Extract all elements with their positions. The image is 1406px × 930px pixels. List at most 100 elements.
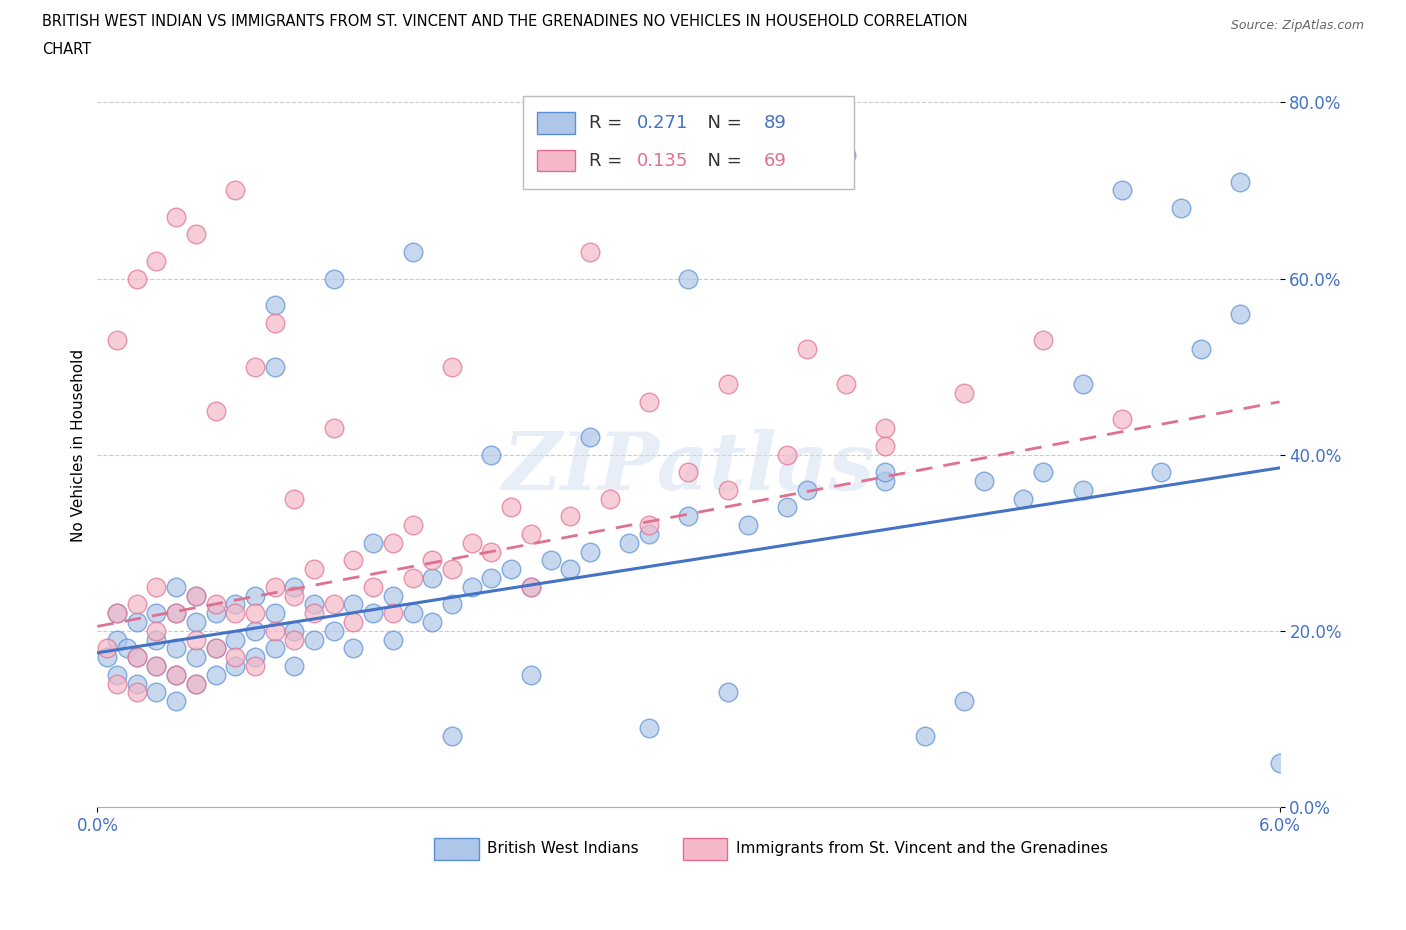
Point <box>560 509 582 524</box>
Point <box>973 473 995 488</box>
Point <box>1111 412 1133 427</box>
Point <box>204 641 226 656</box>
Point <box>1189 341 1212 356</box>
Point <box>204 605 226 620</box>
Point <box>875 473 897 488</box>
Point <box>776 447 799 462</box>
Point <box>875 465 897 480</box>
Point <box>361 579 384 594</box>
Point <box>105 676 128 691</box>
Point <box>283 623 305 638</box>
Point <box>342 615 364 630</box>
Point <box>165 605 187 620</box>
Point <box>243 359 266 374</box>
Point <box>1268 755 1291 770</box>
Point <box>165 641 187 656</box>
Point <box>125 271 148 286</box>
Point <box>678 271 700 286</box>
Point <box>322 623 344 638</box>
Point <box>678 465 700 480</box>
Point <box>520 579 543 594</box>
Y-axis label: No Vehicles in Household: No Vehicles in Household <box>72 350 86 542</box>
Point <box>619 536 641 551</box>
Point <box>717 685 740 700</box>
Point <box>638 720 661 735</box>
Point <box>165 579 187 594</box>
Point <box>1150 465 1173 480</box>
Point <box>401 570 423 585</box>
Point <box>204 597 226 612</box>
Point <box>302 562 325 577</box>
Point <box>184 632 207 647</box>
Point <box>875 420 897 435</box>
Point <box>263 315 285 330</box>
Point <box>165 668 187 683</box>
Point <box>776 500 799 515</box>
Point <box>322 597 344 612</box>
Point <box>1229 174 1251 189</box>
Point <box>914 729 936 744</box>
Point <box>520 526 543 541</box>
Point <box>105 668 128 683</box>
Point <box>501 562 523 577</box>
Point <box>224 183 246 198</box>
Point <box>145 685 167 700</box>
Point <box>283 658 305 673</box>
Text: Source: ZipAtlas.com: Source: ZipAtlas.com <box>1230 19 1364 32</box>
Point <box>243 588 266 603</box>
Point <box>540 553 562 568</box>
Point <box>145 623 167 638</box>
Point <box>796 483 818 498</box>
Point <box>381 605 404 620</box>
FancyBboxPatch shape <box>537 150 575 171</box>
Point <box>638 518 661 533</box>
Text: 89: 89 <box>763 114 787 132</box>
Point <box>145 658 167 673</box>
Point <box>165 209 187 224</box>
Point <box>420 570 443 585</box>
Text: R =: R = <box>589 114 628 132</box>
Point <box>165 694 187 709</box>
Point <box>361 605 384 620</box>
Point <box>401 605 423 620</box>
Point <box>440 562 463 577</box>
Text: ZIPatlas: ZIPatlas <box>502 429 875 506</box>
Point <box>579 544 602 559</box>
Point <box>302 605 325 620</box>
Point <box>125 650 148 665</box>
Point <box>263 579 285 594</box>
Point <box>579 245 602 259</box>
Point <box>204 668 226 683</box>
Point <box>481 447 503 462</box>
Point <box>440 359 463 374</box>
Point <box>105 605 128 620</box>
Point <box>461 536 484 551</box>
Point <box>678 509 700 524</box>
Point <box>481 544 503 559</box>
Point <box>224 658 246 673</box>
FancyBboxPatch shape <box>523 96 853 190</box>
Point <box>145 254 167 269</box>
Point <box>342 597 364 612</box>
Point <box>420 615 443 630</box>
Point <box>520 668 543 683</box>
Point <box>165 668 187 683</box>
Point <box>145 605 167 620</box>
Text: CHART: CHART <box>42 42 91 57</box>
Point <box>184 676 207 691</box>
Point <box>1012 491 1035 506</box>
Point <box>125 597 148 612</box>
Point <box>717 377 740 392</box>
Point <box>125 615 148 630</box>
Point <box>224 597 246 612</box>
Point <box>440 729 463 744</box>
FancyBboxPatch shape <box>682 838 727 859</box>
Point <box>243 650 266 665</box>
Point <box>263 641 285 656</box>
Point <box>835 148 858 163</box>
Point <box>105 333 128 348</box>
Point <box>145 632 167 647</box>
Point <box>381 536 404 551</box>
Point <box>401 245 423 259</box>
Point <box>361 536 384 551</box>
